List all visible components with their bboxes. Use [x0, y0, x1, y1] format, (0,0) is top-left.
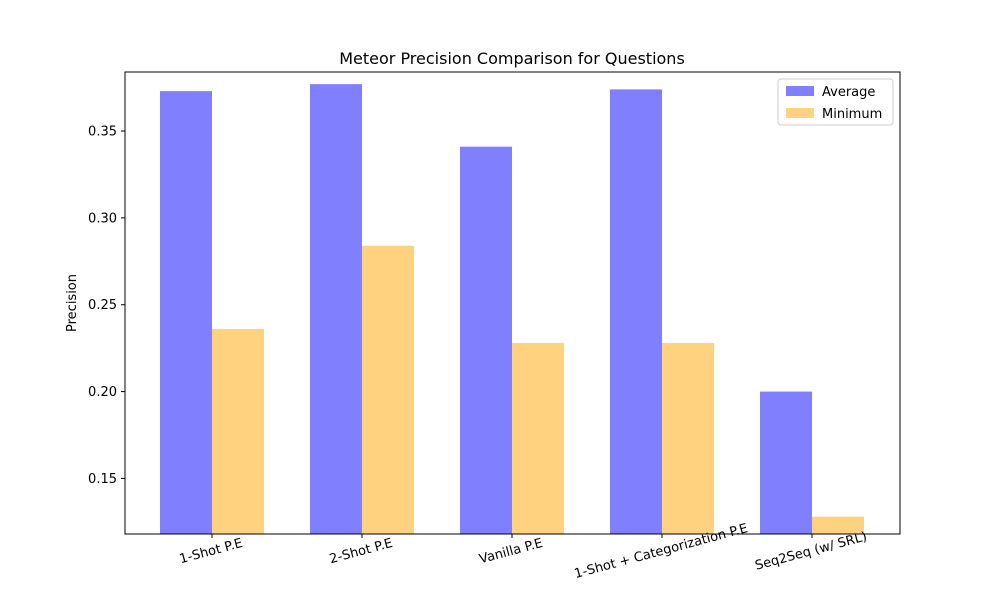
y-tick-label-1: 0.20 [88, 385, 117, 400]
x-tick-label-1: 2-Shot P.E [328, 536, 394, 567]
plot-frame [124, 71, 901, 535]
chart-title: Meteor Precision Comparison for Question… [339, 49, 685, 68]
bars-group [160, 84, 864, 535]
legend-swatch-minimum [786, 108, 814, 118]
legend-swatch-average [786, 86, 814, 96]
bar-average-1 [310, 84, 362, 534]
y-tick-label-4: 0.35 [88, 125, 117, 140]
bar-average-0 [160, 91, 212, 535]
y-axis-label: Precision [65, 274, 80, 332]
x-tick-label-2: Vanilla P.E [478, 536, 545, 567]
y-tick-label-0: 0.15 [88, 472, 117, 487]
y-tick-label-3: 0.30 [88, 211, 117, 226]
x-tick-label-4: Seq2Seq (w/ SRL) [753, 529, 868, 573]
bar-minimum-2 [512, 342, 564, 534]
bar-minimum-4 [812, 516, 864, 534]
bar-minimum-0 [212, 329, 264, 534]
legend-label-minimum: Minimum [822, 107, 882, 122]
legend-label-average: Average [822, 85, 875, 100]
legend: Average Minimum [777, 78, 894, 126]
y-tick-label-2: 0.25 [88, 298, 117, 313]
bar-minimum-1 [362, 245, 414, 534]
y-axis: 0.15 0.20 0.25 0.30 0.35 [88, 125, 125, 487]
bar-average-3 [610, 89, 662, 535]
bar-minimum-3 [662, 342, 714, 534]
bar-average-2 [460, 146, 512, 534]
bar-average-4 [760, 391, 812, 534]
x-tick-label-0: 1-Shot P.E [178, 536, 244, 567]
